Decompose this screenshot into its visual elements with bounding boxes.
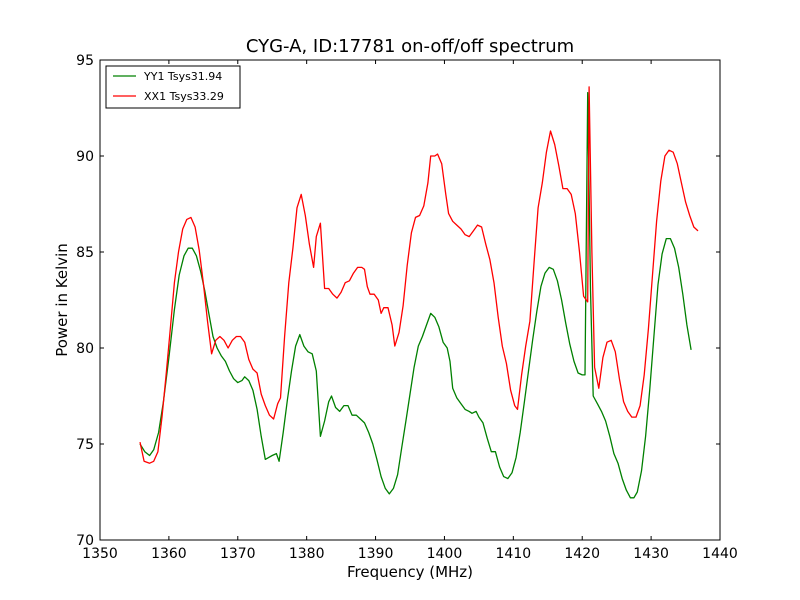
y-tick-label: 85 [76, 245, 94, 261]
x-tick-label: 1420 [564, 546, 600, 562]
y-tick-label: 95 [76, 53, 94, 69]
legend-label-1: YY1 Tsys31.94 [143, 70, 222, 83]
x-tick-label: 1430 [633, 546, 669, 562]
y-tick-label: 70 [76, 533, 94, 549]
y-tick-label: 90 [76, 149, 94, 165]
plot-frame [99, 59, 721, 541]
y-axis-label: Power in Kelvin [53, 243, 71, 357]
y-axis: 70 75 80 85 90 95 [76, 53, 720, 549]
x-tick-label: 1370 [220, 546, 256, 562]
y-tick-label: 75 [76, 437, 94, 453]
series-line-1 [139, 91, 692, 499]
x-axis: 1350 1360 1370 1380 1390 1400 1410 1420 1430 1440 [82, 60, 738, 562]
x-tick-label: 1390 [358, 546, 394, 562]
x-tick-label: 1380 [289, 546, 325, 562]
x-tick-label: 1360 [151, 546, 187, 562]
legend-box [105, 65, 241, 109]
legend-label-2: XX1 Tsys33.29 [144, 90, 224, 103]
y-tick-label: 80 [76, 341, 94, 357]
chart-title: CYG-A, ID:17781 on-off/off spectrum [246, 36, 574, 57]
x-tick-label: 1400 [427, 546, 463, 562]
x-tick-label: 1410 [496, 546, 532, 562]
x-tick-label: 1440 [702, 546, 738, 562]
x-axis-label: Frequency (MHz) [347, 563, 473, 581]
legend: YY1 Tsys31.94 XX1 Tsys33.29 [105, 65, 241, 109]
series-layer [139, 86, 699, 499]
plot-area [100, 60, 720, 540]
x-tick-label: 1350 [82, 546, 118, 562]
series-line-2 [139, 86, 699, 464]
